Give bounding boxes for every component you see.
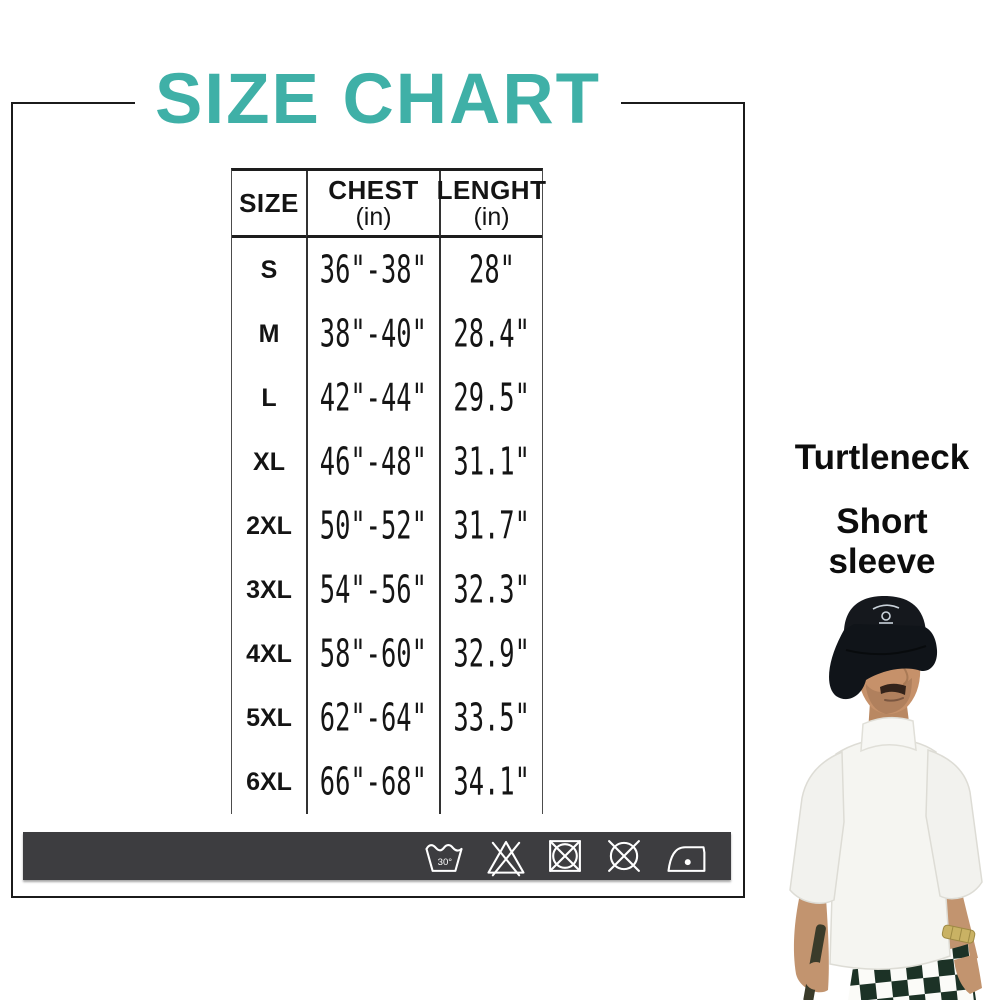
care-icons-group: 30° xyxy=(419,835,711,877)
shirt-right-sleeve xyxy=(925,748,983,900)
table-row-length: 32.3" xyxy=(439,558,542,622)
size-value: 3XL xyxy=(246,575,292,604)
table-row-chest: 58"-60" xyxy=(306,622,439,686)
size-table: SIZE CHEST (in) LENGHT (in) S 36"-38" 28… xyxy=(231,168,546,814)
do-not-tumble-dry-icon xyxy=(549,840,581,872)
model-photo xyxy=(789,596,983,1000)
length-value: 33.5" xyxy=(453,695,530,741)
table-row-length: 34.1" xyxy=(439,750,542,814)
length-value: 28.4" xyxy=(453,311,530,357)
length-value: 32.9" xyxy=(453,631,530,677)
length-value: 32.3" xyxy=(453,567,530,613)
bucket-hat xyxy=(829,596,938,700)
svg-text:30°: 30° xyxy=(438,857,453,868)
header-size-label: SIZE xyxy=(239,187,299,218)
page-title: SIZE CHART xyxy=(135,56,621,144)
size-value: M xyxy=(258,319,280,348)
table-row-length: 31.7" xyxy=(439,494,542,558)
model-right-hand xyxy=(804,962,828,990)
table-row-length: 28.4" xyxy=(439,302,542,366)
table-row-chest: 36"-38" xyxy=(306,238,439,302)
note-short-sleeve: Short sleeve xyxy=(828,502,936,581)
machine-wash-30-icon: 30° xyxy=(425,844,463,872)
do-not-dry-clean-icon xyxy=(608,840,640,872)
size-value: XL xyxy=(253,447,285,476)
table-row-size: M xyxy=(232,302,306,366)
table-row-chest: 54"-56" xyxy=(306,558,439,622)
model-left-hand xyxy=(954,954,982,994)
care-label-bar: 30° xyxy=(23,832,731,880)
turtleneck-collar xyxy=(860,716,917,753)
length-value: 29.5" xyxy=(453,375,530,421)
table-row-size: 6XL xyxy=(232,750,306,814)
table-row-chest: 46"-48" xyxy=(306,430,439,494)
do-not-bleach-icon xyxy=(487,840,525,877)
chest-value: 42"-44" xyxy=(319,375,428,421)
table-row-chest: 50"-52" xyxy=(306,494,439,558)
size-value: S xyxy=(260,255,278,284)
iron-low-heat-icon xyxy=(667,846,706,872)
product-notes: Turtleneck Short sleeve xyxy=(778,438,986,582)
table-row-size: XL xyxy=(232,430,306,494)
chest-value: 66"-68" xyxy=(319,759,428,805)
table-row-length: 32.9" xyxy=(439,622,542,686)
chest-value: 58"-60" xyxy=(319,631,428,677)
table-row-chest: 42"-44" xyxy=(306,366,439,430)
table-row-length: 31.1" xyxy=(439,430,542,494)
table-row-size: 2XL xyxy=(232,494,306,558)
length-value: 28" xyxy=(468,247,515,293)
table-row-length: 29.5" xyxy=(439,366,542,430)
size-value: 5XL xyxy=(246,703,292,732)
table-row-chest: 38"-40" xyxy=(306,302,439,366)
header-chest: CHEST (in) xyxy=(306,171,439,238)
header-size: SIZE xyxy=(232,171,306,238)
chest-value: 38"-40" xyxy=(319,311,428,357)
chest-value: 54"-56" xyxy=(319,567,428,613)
header-length-unit: (in) xyxy=(473,202,510,231)
mustache xyxy=(880,683,906,695)
header-chest-unit: (in) xyxy=(355,202,392,231)
hat-logo-icon xyxy=(872,604,900,624)
table-row-size: 3XL xyxy=(232,558,306,622)
table-row-length: 33.5" xyxy=(439,686,542,750)
table-row-length: 28" xyxy=(439,238,542,302)
header-chest-label: CHEST xyxy=(328,174,419,205)
chest-value: 46"-48" xyxy=(319,439,428,485)
size-value: 6XL xyxy=(246,767,292,796)
table-row-chest: 66"-68" xyxy=(306,750,439,814)
length-value: 31.7" xyxy=(453,503,530,549)
table-row-size: 4XL xyxy=(232,622,306,686)
size-value: L xyxy=(261,383,277,412)
length-value: 31.1" xyxy=(453,439,530,485)
nose-shadow xyxy=(903,667,909,685)
header-length: LENGHT (in) xyxy=(437,171,546,238)
size-value: 2XL xyxy=(246,511,292,540)
chest-value: 62"-64" xyxy=(319,695,428,741)
table-row-size: S xyxy=(232,238,306,302)
chest-value: 50"-52" xyxy=(319,503,428,549)
table-row-size: 5XL xyxy=(232,686,306,750)
table-row-size: L xyxy=(232,366,306,430)
mouth xyxy=(884,697,904,702)
size-value: 4XL xyxy=(246,639,292,668)
shirt-left-sleeve xyxy=(789,750,845,904)
length-value: 34.1" xyxy=(453,759,530,805)
chest-value: 36"-38" xyxy=(319,247,428,293)
header-length-label: LENGHT xyxy=(436,174,547,205)
note-turtleneck: Turtleneck xyxy=(794,438,970,477)
table-row-chest: 62"-64" xyxy=(306,686,439,750)
